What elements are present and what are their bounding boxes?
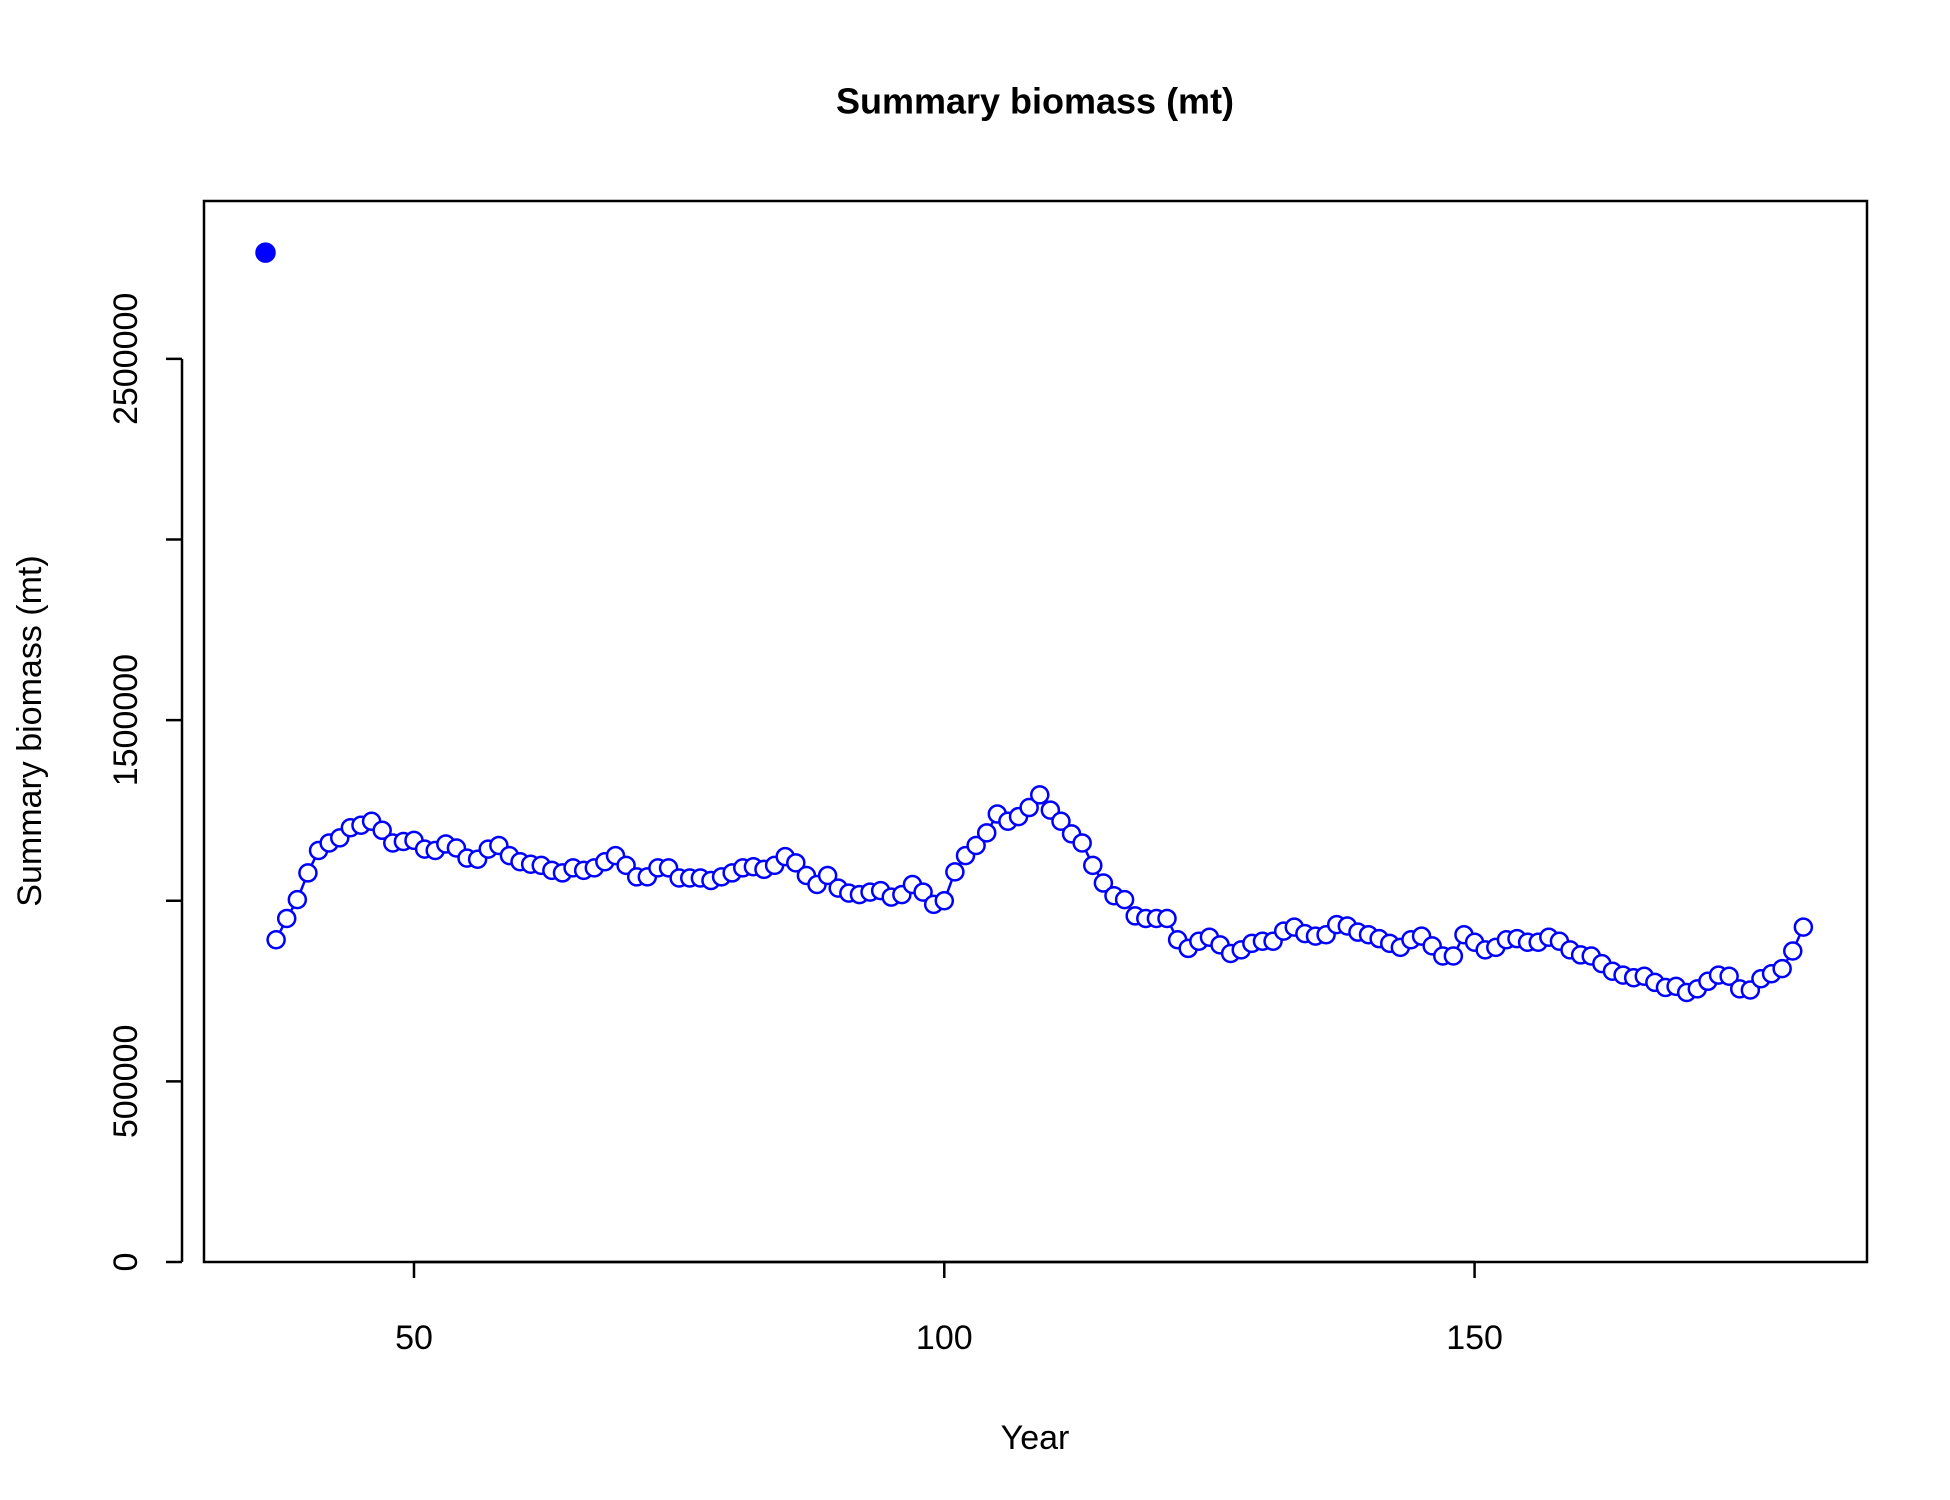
plot-frame [202, 199, 1869, 1264]
point [1157, 908, 1177, 929]
filled-point [255, 242, 276, 263]
point [1719, 966, 1739, 986]
x-tick-label: 150 [1446, 1319, 1503, 1357]
point [1443, 946, 1464, 966]
x-tick-label: 100 [916, 1319, 973, 1357]
point [276, 908, 297, 929]
point [976, 823, 997, 843]
point [934, 890, 955, 911]
series-line [275, 792, 1805, 994]
point [966, 835, 986, 856]
x-tick-label: 50 [395, 1319, 433, 1357]
point [372, 820, 392, 841]
point [945, 862, 965, 882]
point [817, 865, 838, 886]
chart-title: Summary biomass (mt) [836, 81, 1234, 122]
point [1083, 855, 1103, 876]
point [1019, 797, 1039, 818]
point [1783, 941, 1803, 961]
point [786, 853, 806, 873]
y-tick-label: 1500000 [107, 654, 145, 786]
x-axis-label: Year [1001, 1419, 1070, 1457]
y-tick-label: 500000 [107, 1025, 145, 1138]
point [266, 930, 286, 950]
point [298, 863, 318, 883]
point [1772, 958, 1792, 979]
point [1114, 889, 1135, 910]
point [913, 882, 933, 902]
y-tick-label: 0 [107, 1253, 145, 1272]
point [1072, 833, 1092, 853]
point [1029, 785, 1050, 805]
y-tick-label: 2500000 [107, 293, 145, 425]
point [1051, 811, 1071, 832]
point [1093, 873, 1114, 893]
y-axis-label: Summary biomass (mt) [11, 555, 49, 906]
point [1793, 917, 1814, 937]
point [287, 889, 308, 910]
